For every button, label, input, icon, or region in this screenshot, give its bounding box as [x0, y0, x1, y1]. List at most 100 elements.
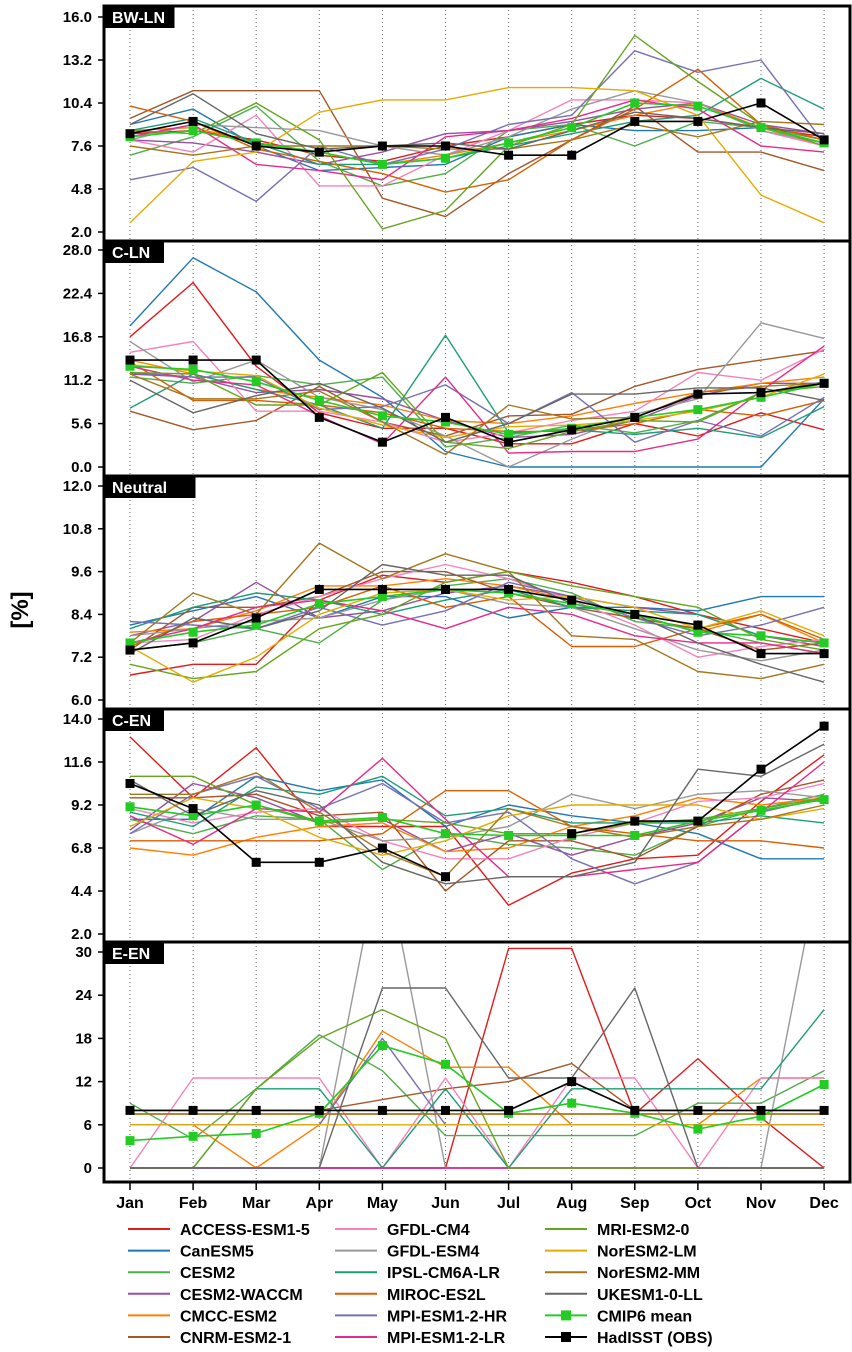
point-marker-hadisst-obs — [125, 1105, 135, 1115]
point-marker-cmip6-mean — [377, 159, 387, 169]
series-line-cmip6-mean — [129, 588, 825, 644]
point-marker-hadisst-obs — [693, 1105, 703, 1115]
series-group — [125, 721, 829, 906]
point-marker-cmip6-mean — [251, 800, 261, 810]
y-tick-label: 14.0 — [63, 711, 92, 728]
series-line-cmip6-mean — [129, 1044, 825, 1142]
point-marker-cmip6-mean — [567, 1098, 577, 1108]
point-marker-cmip6-mean — [630, 830, 640, 840]
point-marker-hadisst-obs — [441, 1105, 450, 1115]
series-line-ukesm1-0-ll — [129, 93, 825, 150]
point-marker-cmip6-mean — [693, 1124, 703, 1134]
point-marker-hadisst-obs — [188, 804, 198, 814]
point-marker-hadisst-obs — [314, 857, 324, 867]
y-tick-label: 30 — [75, 944, 92, 961]
point-marker-hadisst-obs — [377, 437, 387, 447]
series-line-ipsl-cm6a-lr — [129, 775, 825, 828]
y-tick-label: 6.0 — [71, 692, 92, 709]
y-tick-label: 6 — [84, 1117, 92, 1134]
legend-entry: MRI-ESM2-0 — [545, 1222, 690, 1239]
series-line-mri-esm2-0 — [129, 570, 825, 680]
point-marker-hadisst-obs — [251, 141, 261, 151]
point-marker-cmip6-mean — [377, 411, 387, 421]
panel-frame — [102, 474, 852, 711]
legend-entry: HadISST (OBS) — [545, 1330, 713, 1347]
legend-entry: IPSL-CM6A-LR — [335, 1265, 500, 1282]
series-line-hadisst-obs- — [130, 1080, 825, 1112]
panel-frame — [102, 4, 852, 243]
point-marker-cmip6-mean — [819, 1079, 829, 1089]
legend-entry: MPI-ESM1-2-HR — [335, 1308, 507, 1325]
series-line-cmcc-esm2 — [129, 797, 825, 856]
series-line-ukesm1-0-ll — [129, 743, 825, 885]
x-tick-label: Oct — [685, 1195, 712, 1212]
point-marker-cmip6-mean — [314, 395, 324, 405]
legend-entry: NorESM2-MM — [545, 1265, 700, 1282]
point-marker-cmip6-mean — [756, 805, 766, 815]
x-tick-label: Jul — [497, 1195, 520, 1212]
y-tick-label: 2.0 — [71, 926, 92, 943]
legend-label: MIROC-ES2L — [387, 1287, 486, 1304]
series-line-mpi-esm1-2-lr — [129, 757, 825, 878]
point-marker-hadisst-obs — [125, 645, 135, 655]
panel-title: BW-LN — [112, 10, 165, 27]
point-marker-cmip6-mean — [504, 138, 514, 148]
point-marker-hadisst-obs — [630, 609, 640, 619]
y-tick-label: 9.2 — [71, 797, 92, 814]
y-tick-label: 7.2 — [71, 649, 92, 666]
x-tick-label: Sep — [620, 1195, 650, 1212]
legend-label: IPSL-CM6A-LR — [387, 1265, 500, 1282]
point-marker-hadisst-obs — [819, 1105, 829, 1115]
panel-title-badge — [104, 241, 164, 263]
y-tick-label: 2.0 — [71, 224, 92, 241]
y-tick-label: 6.8 — [71, 840, 92, 857]
point-marker-hadisst-obs — [567, 150, 577, 160]
y-tick-label: 16.8 — [63, 329, 92, 346]
legend-label: NorESM2-MM — [597, 1265, 700, 1282]
point-marker-hadisst-obs — [630, 412, 640, 422]
series-group — [125, 542, 829, 683]
point-marker-cmip6-mean — [251, 620, 261, 630]
point-marker-hadisst-obs — [567, 1077, 577, 1087]
legend-label: CESM2-WACCM — [180, 1287, 303, 1304]
legend-entry: CESM2-WACCM — [128, 1287, 303, 1304]
legend-entry: UKESM1-0-LL — [545, 1287, 703, 1304]
point-marker-cmip6-mean — [251, 1128, 261, 1138]
y-tick-label: 10.4 — [63, 95, 93, 112]
legend-entry: NorESM2-LM — [545, 1244, 697, 1261]
x-tick-label: Feb — [179, 1195, 208, 1212]
y-tick-label: 11.2 — [64, 372, 92, 389]
point-marker-cmip6-mean — [314, 599, 324, 609]
point-marker-cmip6-mean — [377, 592, 387, 602]
point-marker-hadisst-obs — [314, 147, 324, 157]
point-marker-hadisst-obs — [504, 1105, 514, 1115]
point-marker-hadisst-obs — [504, 437, 514, 447]
point-marker-hadisst-obs — [504, 150, 514, 160]
point-marker-cmip6-mean — [756, 1111, 766, 1121]
point-marker-cmip6-mean — [125, 1136, 135, 1146]
point-marker-cmip6-mean — [188, 627, 198, 637]
legend-marker — [561, 1332, 571, 1342]
series-line-ukesm1-0-ll — [130, 987, 825, 1169]
series-group — [125, 34, 829, 230]
legend-entry: MIROC-ES2L — [335, 1287, 486, 1304]
y-tick-label: 4.8 — [71, 181, 92, 198]
y-tick-label: 24 — [75, 987, 92, 1004]
x-axis: Jan Feb Mar Apr May Jun Jul Aug Sep Oct Nov Dec — [116, 1182, 839, 1212]
panel-frame — [102, 239, 852, 478]
legend-label: MRI-ESM2-0 — [597, 1222, 690, 1239]
series-line-mpi-esm1-2-hr — [129, 371, 825, 443]
series-line-cesm2 — [129, 1034, 825, 1140]
point-marker-hadisst-obs — [314, 1105, 324, 1115]
point-marker-cmip6-mean — [377, 1041, 387, 1051]
series-line-noresm2-mm — [129, 120, 825, 156]
series-line-hadisst-obs- — [129, 102, 825, 156]
y-tick-label: 8.4 — [71, 606, 93, 623]
legend-entry: CESM2 — [128, 1265, 235, 1282]
point-marker-cmip6-mean — [441, 1059, 450, 1069]
x-tick-label: Jan — [116, 1195, 144, 1212]
point-marker-hadisst-obs — [567, 425, 577, 435]
series-line-cnrm-esm2-1 — [129, 350, 825, 437]
point-marker-hadisst-obs — [441, 584, 450, 594]
